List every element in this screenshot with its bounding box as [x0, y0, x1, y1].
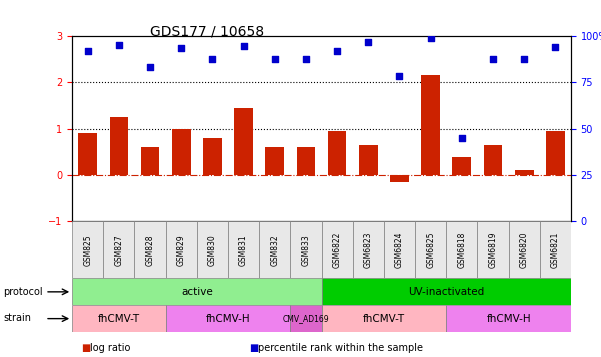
FancyBboxPatch shape [353, 221, 384, 278]
Point [114, 42, 124, 48]
Text: GSM6819: GSM6819 [489, 232, 498, 268]
Text: GSM831: GSM831 [239, 234, 248, 266]
Point [83, 48, 93, 54]
Text: CMV_AD169: CMV_AD169 [282, 314, 329, 323]
FancyBboxPatch shape [508, 221, 540, 278]
Point [207, 56, 217, 62]
FancyBboxPatch shape [446, 221, 477, 278]
Point [395, 73, 404, 79]
Bar [78, 133, 97, 175]
Bar [421, 75, 440, 175]
FancyBboxPatch shape [446, 305, 571, 332]
FancyBboxPatch shape [228, 221, 259, 278]
Text: GSM827: GSM827 [114, 234, 123, 266]
Text: strain: strain [3, 313, 31, 323]
Text: fhCMV-H: fhCMV-H [206, 313, 251, 324]
Text: log ratio: log ratio [90, 343, 130, 353]
Point [239, 43, 248, 49]
Bar [172, 129, 191, 175]
Point [457, 135, 466, 141]
Text: GSM828: GSM828 [145, 234, 154, 266]
Text: GSM6823: GSM6823 [364, 232, 373, 268]
Text: GSM6824: GSM6824 [395, 232, 404, 268]
Bar [141, 147, 159, 175]
Point [364, 39, 373, 45]
Point [426, 35, 436, 40]
FancyBboxPatch shape [72, 221, 103, 278]
FancyBboxPatch shape [197, 221, 228, 278]
FancyBboxPatch shape [72, 278, 322, 305]
Text: UV-inactivated: UV-inactivated [408, 287, 484, 297]
Text: GSM6825: GSM6825 [426, 232, 435, 268]
Bar [109, 117, 128, 175]
FancyBboxPatch shape [322, 278, 571, 305]
Bar [515, 170, 534, 175]
FancyBboxPatch shape [322, 305, 446, 332]
Bar [390, 175, 409, 182]
Text: ■: ■ [81, 343, 90, 353]
Text: GSM6820: GSM6820 [520, 232, 529, 268]
Point [551, 44, 560, 50]
FancyBboxPatch shape [540, 221, 571, 278]
Text: GSM833: GSM833 [302, 234, 311, 266]
Point [332, 48, 342, 54]
FancyBboxPatch shape [166, 221, 197, 278]
Text: GSM829: GSM829 [177, 234, 186, 266]
Bar [546, 131, 565, 175]
Text: GSM6818: GSM6818 [457, 232, 466, 268]
Bar [234, 108, 253, 175]
Point [519, 56, 529, 62]
Point [301, 56, 311, 62]
FancyBboxPatch shape [103, 221, 135, 278]
FancyBboxPatch shape [290, 221, 322, 278]
Text: percentile rank within the sample: percentile rank within the sample [258, 343, 424, 353]
Text: GSM6822: GSM6822 [332, 232, 341, 268]
Text: GDS177 / 10658: GDS177 / 10658 [150, 25, 264, 39]
FancyBboxPatch shape [135, 221, 166, 278]
Text: GSM6821: GSM6821 [551, 232, 560, 268]
Point [145, 64, 155, 70]
Text: protocol: protocol [3, 287, 43, 297]
FancyBboxPatch shape [384, 221, 415, 278]
Bar [203, 138, 222, 175]
Point [488, 56, 498, 62]
Text: GSM832: GSM832 [270, 234, 279, 266]
Bar [453, 157, 471, 175]
Text: fhCMV-H: fhCMV-H [486, 313, 531, 324]
FancyBboxPatch shape [477, 221, 508, 278]
Bar [266, 147, 284, 175]
Bar [296, 147, 316, 175]
FancyBboxPatch shape [322, 221, 353, 278]
Bar [359, 145, 377, 175]
FancyBboxPatch shape [166, 305, 290, 332]
FancyBboxPatch shape [290, 305, 322, 332]
Text: fhCMV-T: fhCMV-T [98, 313, 140, 324]
Text: GSM830: GSM830 [208, 234, 217, 266]
Text: GSM825: GSM825 [83, 234, 92, 266]
FancyBboxPatch shape [72, 305, 166, 332]
Text: ■: ■ [249, 343, 258, 353]
Bar [484, 145, 502, 175]
FancyBboxPatch shape [259, 221, 290, 278]
Bar [328, 131, 346, 175]
Text: active: active [181, 287, 213, 297]
Text: fhCMV-T: fhCMV-T [363, 313, 405, 324]
Point [270, 56, 279, 62]
Point [177, 45, 186, 51]
FancyBboxPatch shape [415, 221, 446, 278]
